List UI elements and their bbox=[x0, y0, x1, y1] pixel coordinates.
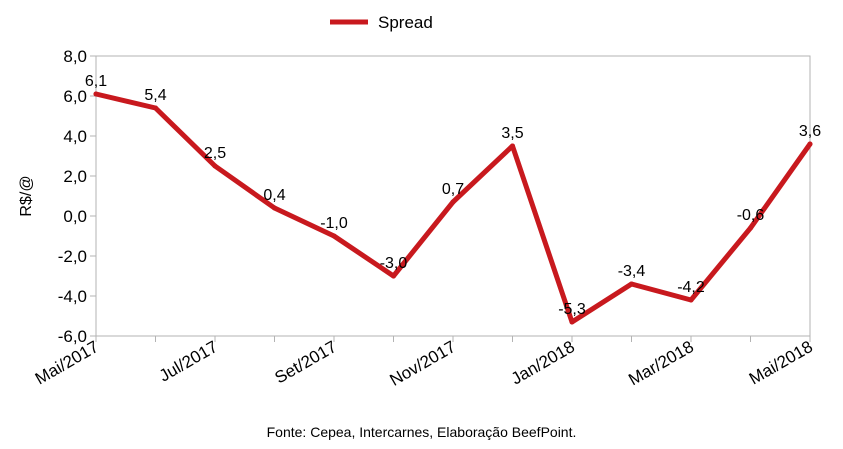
x-tick-label: Mar/2018 bbox=[625, 337, 697, 389]
data-point bbox=[688, 297, 694, 303]
y-axis-title: R$/@ bbox=[18, 175, 35, 216]
y-tick-label: -2,0 bbox=[58, 247, 87, 266]
y-axis: 8,0 6,0 4,0 2,0 0,0 -2,0 -4,0 -6,0 bbox=[58, 47, 96, 346]
data-label: -3,4 bbox=[618, 263, 646, 280]
x-axis: Mai/2017 Jul/2017 Set/2017 Nov/2017 Jan/2018… bbox=[32, 336, 816, 390]
data-point bbox=[629, 281, 634, 287]
y-tick-label: 4,0 bbox=[63, 127, 87, 146]
data-point bbox=[450, 199, 456, 205]
data-label: 2,5 bbox=[204, 145, 226, 162]
data-label: 3,6 bbox=[799, 123, 821, 140]
y-tick-label: -6,0 bbox=[58, 327, 87, 346]
data-label: 5,4 bbox=[144, 87, 166, 104]
data-label: 6,1 bbox=[85, 73, 107, 90]
x-tick-label: Set/2017 bbox=[272, 337, 340, 387]
series-spread bbox=[93, 91, 813, 325]
y-tick-label: -4,0 bbox=[58, 287, 87, 306]
data-point bbox=[272, 205, 277, 211]
y-tick-label: 8,0 bbox=[63, 47, 87, 66]
legend-label-spread: Spread bbox=[378, 13, 433, 32]
data-point bbox=[510, 143, 515, 149]
data-label: -5,3 bbox=[558, 301, 586, 318]
data-label: 3,5 bbox=[501, 125, 523, 142]
data-label: -3,0 bbox=[380, 255, 408, 272]
source-note: Fonte: Cepea, Intercarnes, Elaboração Be… bbox=[266, 424, 577, 440]
x-tick-label: Jul/2017 bbox=[156, 337, 221, 386]
x-tick-label: Nov/2017 bbox=[386, 337, 459, 390]
data-point bbox=[391, 273, 396, 279]
x-tick-label: Jan/2018 bbox=[508, 337, 578, 388]
data-label: 0,4 bbox=[263, 187, 285, 204]
data-point bbox=[153, 105, 158, 111]
data-point bbox=[569, 319, 575, 325]
data-labels: 6,1 5,4 2,5 0,4 -1,0 -3,0 0,7 3,5 -5,3 -3,4 -4,2 -0… bbox=[85, 73, 821, 318]
data-point bbox=[807, 141, 813, 147]
x-tick-label: Mai/2018 bbox=[746, 337, 816, 388]
legend: Spread bbox=[330, 13, 433, 32]
data-label: -4,2 bbox=[677, 279, 705, 296]
data-point bbox=[93, 91, 99, 97]
data-point bbox=[748, 225, 753, 231]
data-point bbox=[331, 233, 337, 239]
data-point bbox=[212, 163, 218, 169]
y-tick-label: 6,0 bbox=[63, 87, 87, 106]
data-label: 0,7 bbox=[442, 181, 464, 198]
y-tick-label: 0,0 bbox=[63, 207, 87, 226]
y-tick-label: 2,0 bbox=[63, 167, 87, 186]
data-label: -0,6 bbox=[737, 207, 765, 224]
data-label: -1,0 bbox=[320, 215, 348, 232]
